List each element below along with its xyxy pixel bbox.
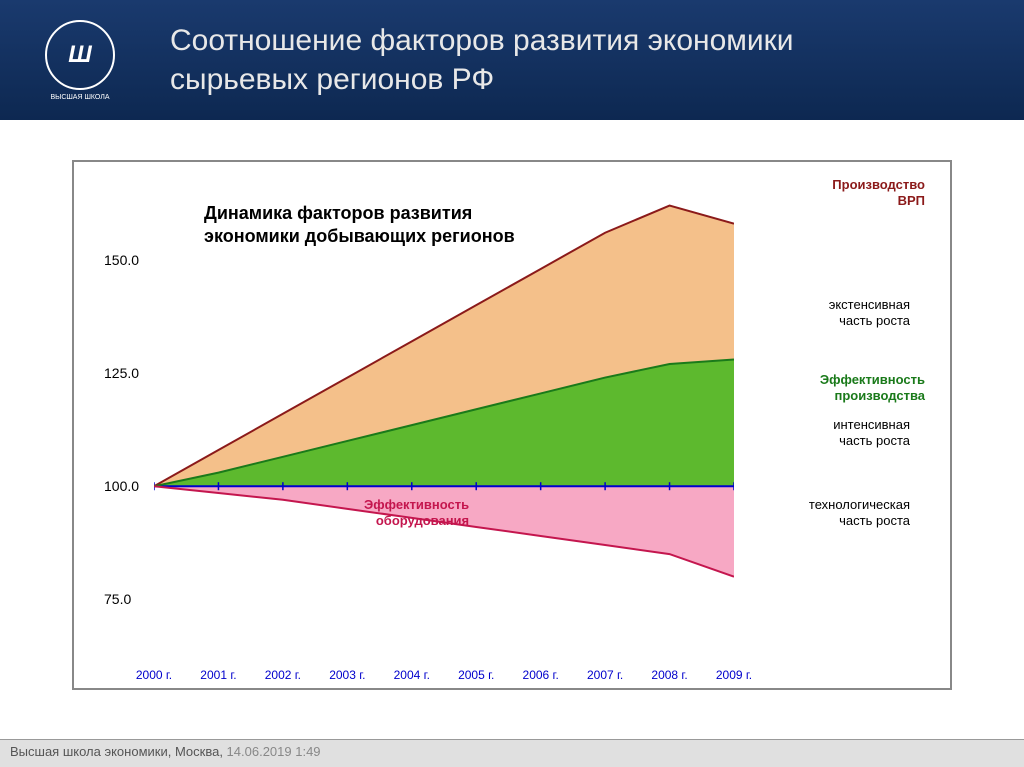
x-tick: 2005 г. xyxy=(458,668,494,682)
logo-icon: Ш xyxy=(45,20,115,90)
x-tick: 2001 г. xyxy=(200,668,236,682)
footer-date: 14.06.2019 1:49 xyxy=(227,744,321,759)
plot-area xyxy=(154,192,734,622)
label-eff-prod: Эффективностьпроизводства xyxy=(820,372,925,403)
logo-letter: Ш xyxy=(68,41,92,69)
label-tech: технологическаячасть роста xyxy=(809,497,910,528)
page-title: Соотношение факторов развития экономикис… xyxy=(170,21,794,99)
label-int: интенсивнаячасть роста xyxy=(833,417,910,448)
x-tick: 2002 г. xyxy=(265,668,301,682)
header-bar: Ш ВЫСШАЯ ШКОЛА Соотношение факторов разв… xyxy=(0,0,1024,120)
x-tick: 2003 г. xyxy=(329,668,365,682)
x-tick: 2009 г. xyxy=(716,668,752,682)
y-tick: 125.0 xyxy=(104,365,139,381)
y-tick: 150.0 xyxy=(104,252,139,268)
x-tick: 2000 г. xyxy=(136,668,172,682)
y-tick: 100.0 xyxy=(104,478,139,494)
label-ext: экстенсивнаячасть роста xyxy=(829,297,910,328)
x-tick: 2006 г. xyxy=(523,668,559,682)
chart-container: Динамика факторов развитияэкономики добы… xyxy=(72,160,952,690)
label-eff-ob: Эффективностьоборудования xyxy=(364,497,469,528)
logo-area: Ш ВЫСШАЯ ШКОЛА xyxy=(20,10,140,110)
label-vrp: ПроизводствоВРП xyxy=(832,177,925,208)
x-tick: 2008 г. xyxy=(651,668,687,682)
content-area: Динамика факторов развитияэкономики добы… xyxy=(0,120,1024,720)
x-tick: 2004 г. xyxy=(394,668,430,682)
logo-subtitle: ВЫСШАЯ ШКОЛА xyxy=(50,94,109,101)
y-tick: 75.0 xyxy=(104,591,131,607)
x-tick: 2007 г. xyxy=(587,668,623,682)
chart-svg xyxy=(154,192,734,622)
footer-bar: Высшая школа экономики, Москва, 14.06.20… xyxy=(0,739,1024,767)
footer-text: Высшая школа экономики, Москва, xyxy=(10,744,227,759)
